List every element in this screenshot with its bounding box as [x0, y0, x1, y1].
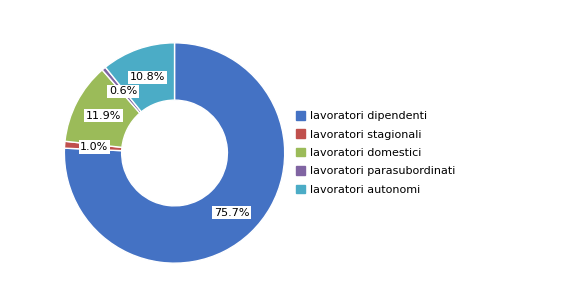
Wedge shape	[64, 43, 285, 263]
Text: 11.9%: 11.9%	[86, 111, 121, 121]
Legend: lavoratori dipendenti, lavoratori stagionali, lavoratori domestici, lavoratori p: lavoratori dipendenti, lavoratori stagio…	[296, 111, 455, 195]
Text: 0.6%: 0.6%	[109, 86, 137, 96]
Wedge shape	[105, 43, 175, 112]
Wedge shape	[102, 67, 141, 113]
Text: 75.7%: 75.7%	[214, 208, 249, 218]
Text: 10.8%: 10.8%	[130, 72, 166, 82]
Wedge shape	[65, 141, 122, 151]
Text: 1.0%: 1.0%	[80, 142, 109, 152]
Wedge shape	[65, 70, 140, 147]
